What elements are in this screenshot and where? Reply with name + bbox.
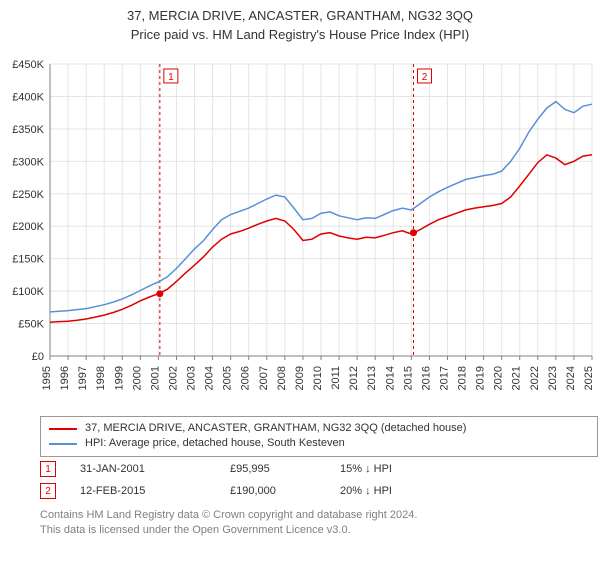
svg-text:1999: 1999 <box>113 366 125 390</box>
svg-text:2024: 2024 <box>565 366 577 390</box>
svg-text:2000: 2000 <box>131 366 143 390</box>
table-row: 1 31-JAN-2001 £95,995 15% ↓ HPI <box>40 458 580 480</box>
sale-delta: 20% ↓ HPI <box>340 485 580 497</box>
sales-table: 1 31-JAN-2001 £95,995 15% ↓ HPI 2 12-FEB… <box>40 458 580 502</box>
svg-text:2006: 2006 <box>240 366 252 390</box>
legend-swatch-icon <box>49 428 77 430</box>
sale-price: £95,995 <box>230 463 340 475</box>
chart-subtitle: Price paid vs. HM Land Registry's House … <box>0 27 600 42</box>
table-row: 2 12-FEB-2015 £190,000 20% ↓ HPI <box>40 480 580 502</box>
svg-text:2010: 2010 <box>312 366 324 390</box>
sale-date: 12-FEB-2015 <box>80 485 230 497</box>
svg-text:2017: 2017 <box>438 366 450 390</box>
svg-text:1997: 1997 <box>77 366 89 390</box>
svg-text:£400K: £400K <box>12 91 44 103</box>
svg-text:£0: £0 <box>32 351 44 363</box>
sale-date: 31-JAN-2001 <box>80 463 230 475</box>
sale-marker-icon: 2 <box>40 483 56 499</box>
svg-text:£350K: £350K <box>12 124 44 136</box>
sale-marker-num: 1 <box>45 464 51 475</box>
sale-marker-icon: 1 <box>40 461 56 477</box>
svg-text:2015: 2015 <box>402 366 414 390</box>
svg-text:1996: 1996 <box>59 366 71 390</box>
svg-text:£250K: £250K <box>12 189 44 201</box>
chart-title: 37, MERCIA DRIVE, ANCASTER, GRANTHAM, NG… <box>0 8 600 23</box>
svg-text:1995: 1995 <box>41 366 53 390</box>
sale-delta: 15% ↓ HPI <box>340 463 580 475</box>
chart-plot: £0 £50K £100K £150K £200K £250K £300K £350K £400… <box>0 56 600 408</box>
svg-text:2018: 2018 <box>457 366 469 390</box>
svg-text:2002: 2002 <box>167 366 179 390</box>
legend-item-series-1: HPI: Average price, detached house, Sout… <box>49 436 589 451</box>
svg-text:2012: 2012 <box>348 366 360 390</box>
svg-text:1: 1 <box>168 72 174 83</box>
sale-marker-cell: 2 <box>40 483 80 499</box>
svg-text:2008: 2008 <box>276 366 288 390</box>
attribution-line: Contains HM Land Registry data © Crown c… <box>40 508 580 523</box>
svg-text:2009: 2009 <box>294 366 306 390</box>
svg-text:£200K: £200K <box>12 221 44 233</box>
legend-swatch-icon <box>49 443 77 445</box>
svg-text:2019: 2019 <box>475 366 487 390</box>
svg-text:£100K: £100K <box>12 286 44 298</box>
legend: 37, MERCIA DRIVE, ANCASTER, GRANTHAM, NG… <box>40 416 598 457</box>
legend-label: 37, MERCIA DRIVE, ANCASTER, GRANTHAM, NG… <box>85 421 466 436</box>
sale-price: £190,000 <box>230 485 340 497</box>
svg-text:2007: 2007 <box>258 366 270 390</box>
svg-text:2020: 2020 <box>493 366 505 390</box>
svg-text:2011: 2011 <box>330 366 342 390</box>
svg-text:2023: 2023 <box>547 366 559 390</box>
sale-marker-cell: 1 <box>40 461 80 477</box>
svg-text:£150K: £150K <box>12 254 44 266</box>
svg-text:£300K: £300K <box>12 156 44 168</box>
svg-text:2022: 2022 <box>529 366 541 390</box>
svg-text:2004: 2004 <box>204 366 216 390</box>
svg-text:2014: 2014 <box>384 366 396 390</box>
legend-item-series-0: 37, MERCIA DRIVE, ANCASTER, GRANTHAM, NG… <box>49 421 589 436</box>
svg-text:£450K: £450K <box>12 59 44 71</box>
svg-text:2021: 2021 <box>511 366 523 390</box>
svg-text:2025: 2025 <box>583 366 595 390</box>
svg-text:2016: 2016 <box>420 366 432 390</box>
attribution: Contains HM Land Registry data © Crown c… <box>40 508 580 538</box>
svg-text:2013: 2013 <box>366 366 378 390</box>
attribution-line: This data is licensed under the Open Gov… <box>40 523 580 538</box>
legend-label: HPI: Average price, detached house, Sout… <box>85 436 345 451</box>
svg-text:£50K: £50K <box>18 319 44 331</box>
svg-text:1998: 1998 <box>95 366 107 390</box>
svg-text:2: 2 <box>422 72 428 83</box>
svg-text:2001: 2001 <box>149 366 161 390</box>
svg-text:2005: 2005 <box>222 366 234 390</box>
sale-marker-num: 2 <box>45 486 51 497</box>
svg-text:2003: 2003 <box>186 366 198 390</box>
